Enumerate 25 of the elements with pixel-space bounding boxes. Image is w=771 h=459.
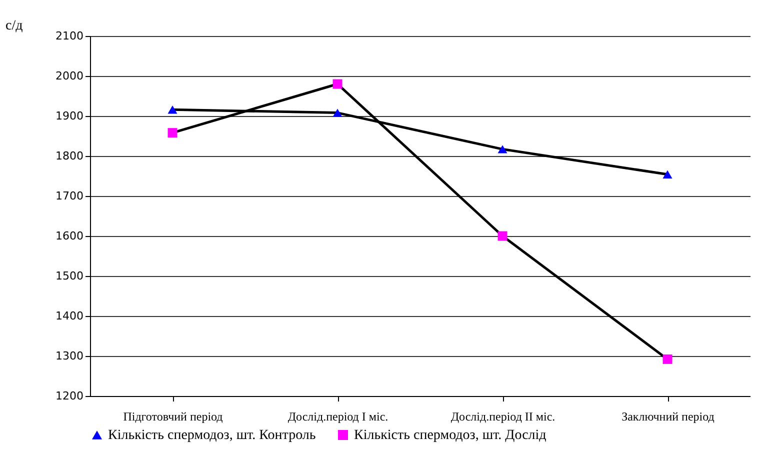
y-tick-label: 1200 bbox=[56, 390, 84, 402]
y-axis-title: с/д bbox=[6, 18, 23, 34]
y-tick-label: 1500 bbox=[56, 270, 84, 282]
x-tick-label: Підготовчий період bbox=[123, 410, 223, 424]
y-tick-label: 1700 bbox=[56, 190, 84, 202]
legend-label: Кількість спермодоз, шт. Контроль bbox=[108, 428, 316, 443]
y-tick-label: 1400 bbox=[56, 310, 84, 322]
y-tick-label: 1300 bbox=[56, 350, 84, 362]
y-tick-label: 1900 bbox=[56, 110, 84, 122]
point bbox=[498, 145, 508, 154]
y-tick-label: 2000 bbox=[56, 70, 84, 82]
y-tick-label: 1600 bbox=[56, 230, 84, 242]
point bbox=[498, 231, 508, 241]
point bbox=[332, 108, 342, 117]
point bbox=[168, 128, 178, 138]
x-tick-label: Заключний період bbox=[622, 410, 714, 424]
point bbox=[168, 105, 178, 114]
point bbox=[332, 79, 342, 89]
legend-label: Кількість спермодоз, шт. Дослід bbox=[354, 428, 546, 443]
x-tick-label: Дослід.період ІІ міс. bbox=[450, 410, 556, 424]
point bbox=[662, 170, 672, 179]
y-tick-label: 1800 bbox=[56, 150, 84, 162]
x-tick-label: Дослід.період І міс. bbox=[288, 410, 388, 424]
y-tick-label: 2100 bbox=[56, 30, 84, 42]
point bbox=[662, 354, 672, 364]
